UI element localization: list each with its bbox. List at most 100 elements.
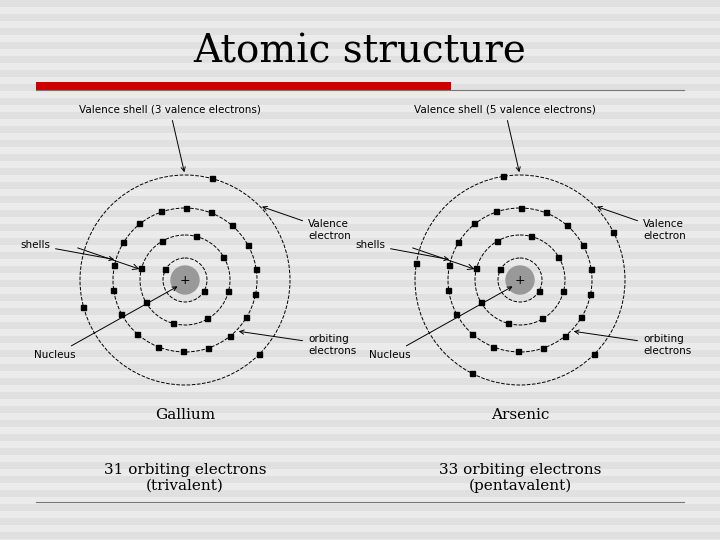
Bar: [0, 308, 720, 315]
Bar: [112, 288, 117, 293]
Bar: [540, 316, 545, 321]
Bar: [0, 28, 720, 35]
Text: Valence
electron: Valence electron: [263, 206, 351, 241]
Bar: [506, 321, 511, 326]
Bar: [592, 352, 597, 357]
Bar: [138, 221, 143, 226]
Bar: [495, 210, 500, 214]
Bar: [474, 266, 479, 271]
Bar: [588, 292, 593, 296]
Bar: [0, 182, 720, 189]
Bar: [557, 255, 562, 260]
Bar: [135, 332, 140, 336]
Bar: [171, 321, 176, 326]
Bar: [541, 346, 546, 350]
Bar: [120, 312, 125, 317]
Bar: [579, 315, 584, 320]
Bar: [0, 532, 720, 539]
Bar: [160, 239, 165, 244]
Bar: [456, 240, 461, 245]
Text: orbiting
electrons: orbiting electrons: [240, 330, 356, 356]
Bar: [0, 294, 720, 301]
Text: Valence
electron: Valence electron: [598, 206, 685, 241]
Bar: [501, 174, 506, 179]
Bar: [544, 211, 549, 215]
Bar: [222, 255, 227, 260]
Bar: [194, 234, 199, 239]
Bar: [0, 336, 720, 343]
Text: Nucleus: Nucleus: [369, 287, 512, 360]
Bar: [253, 267, 258, 272]
Bar: [230, 224, 235, 228]
Bar: [0, 392, 720, 399]
Bar: [0, 434, 720, 441]
Bar: [0, 448, 720, 455]
Bar: [589, 267, 594, 272]
Bar: [0, 42, 720, 49]
Bar: [492, 345, 496, 349]
Bar: [0, 112, 720, 119]
Text: orbiting
electrons: orbiting electrons: [575, 330, 691, 356]
Bar: [536, 288, 541, 294]
Bar: [495, 239, 500, 244]
Bar: [580, 243, 585, 248]
Bar: [0, 252, 720, 259]
Bar: [470, 371, 474, 376]
Circle shape: [506, 266, 534, 294]
Bar: [205, 316, 210, 321]
Bar: [454, 312, 459, 317]
Bar: [472, 221, 477, 226]
Bar: [0, 364, 720, 371]
Bar: [0, 210, 720, 217]
Bar: [226, 289, 231, 294]
Bar: [0, 140, 720, 147]
Bar: [561, 289, 566, 294]
Bar: [36, 82, 451, 90]
Bar: [0, 406, 720, 413]
Bar: [0, 518, 720, 525]
Bar: [565, 224, 570, 228]
Bar: [253, 292, 258, 296]
Bar: [209, 211, 214, 215]
Bar: [0, 70, 720, 77]
Bar: [0, 126, 720, 133]
Bar: [163, 267, 168, 272]
Circle shape: [171, 266, 199, 294]
Bar: [519, 206, 524, 211]
Text: +: +: [180, 273, 190, 287]
Text: shells: shells: [355, 240, 448, 261]
Bar: [0, 98, 720, 105]
Bar: [0, 168, 720, 175]
Text: +: +: [515, 273, 526, 287]
Bar: [257, 352, 262, 357]
Bar: [447, 264, 452, 268]
Bar: [414, 261, 419, 266]
Text: Atomic structure: Atomic structure: [194, 33, 526, 71]
Bar: [470, 332, 475, 336]
Bar: [0, 154, 720, 161]
Bar: [202, 288, 207, 294]
Bar: [143, 300, 148, 305]
Text: shells: shells: [20, 240, 113, 261]
Text: Valence shell (3 valence electrons): Valence shell (3 valence electrons): [79, 105, 261, 171]
Bar: [0, 196, 720, 203]
Bar: [446, 288, 451, 293]
Bar: [529, 234, 534, 239]
Bar: [0, 0, 720, 7]
Bar: [0, 350, 720, 357]
Bar: [0, 490, 720, 497]
Bar: [611, 230, 616, 235]
Bar: [0, 56, 720, 63]
Bar: [0, 84, 720, 91]
Bar: [210, 176, 215, 181]
Bar: [498, 267, 503, 272]
Bar: [0, 504, 720, 511]
Bar: [516, 349, 521, 354]
Bar: [0, 14, 720, 21]
Bar: [81, 305, 86, 309]
Bar: [112, 264, 117, 268]
Bar: [0, 280, 720, 287]
Bar: [0, 224, 720, 231]
Bar: [139, 266, 144, 271]
Text: Arsenic: Arsenic: [491, 408, 549, 422]
